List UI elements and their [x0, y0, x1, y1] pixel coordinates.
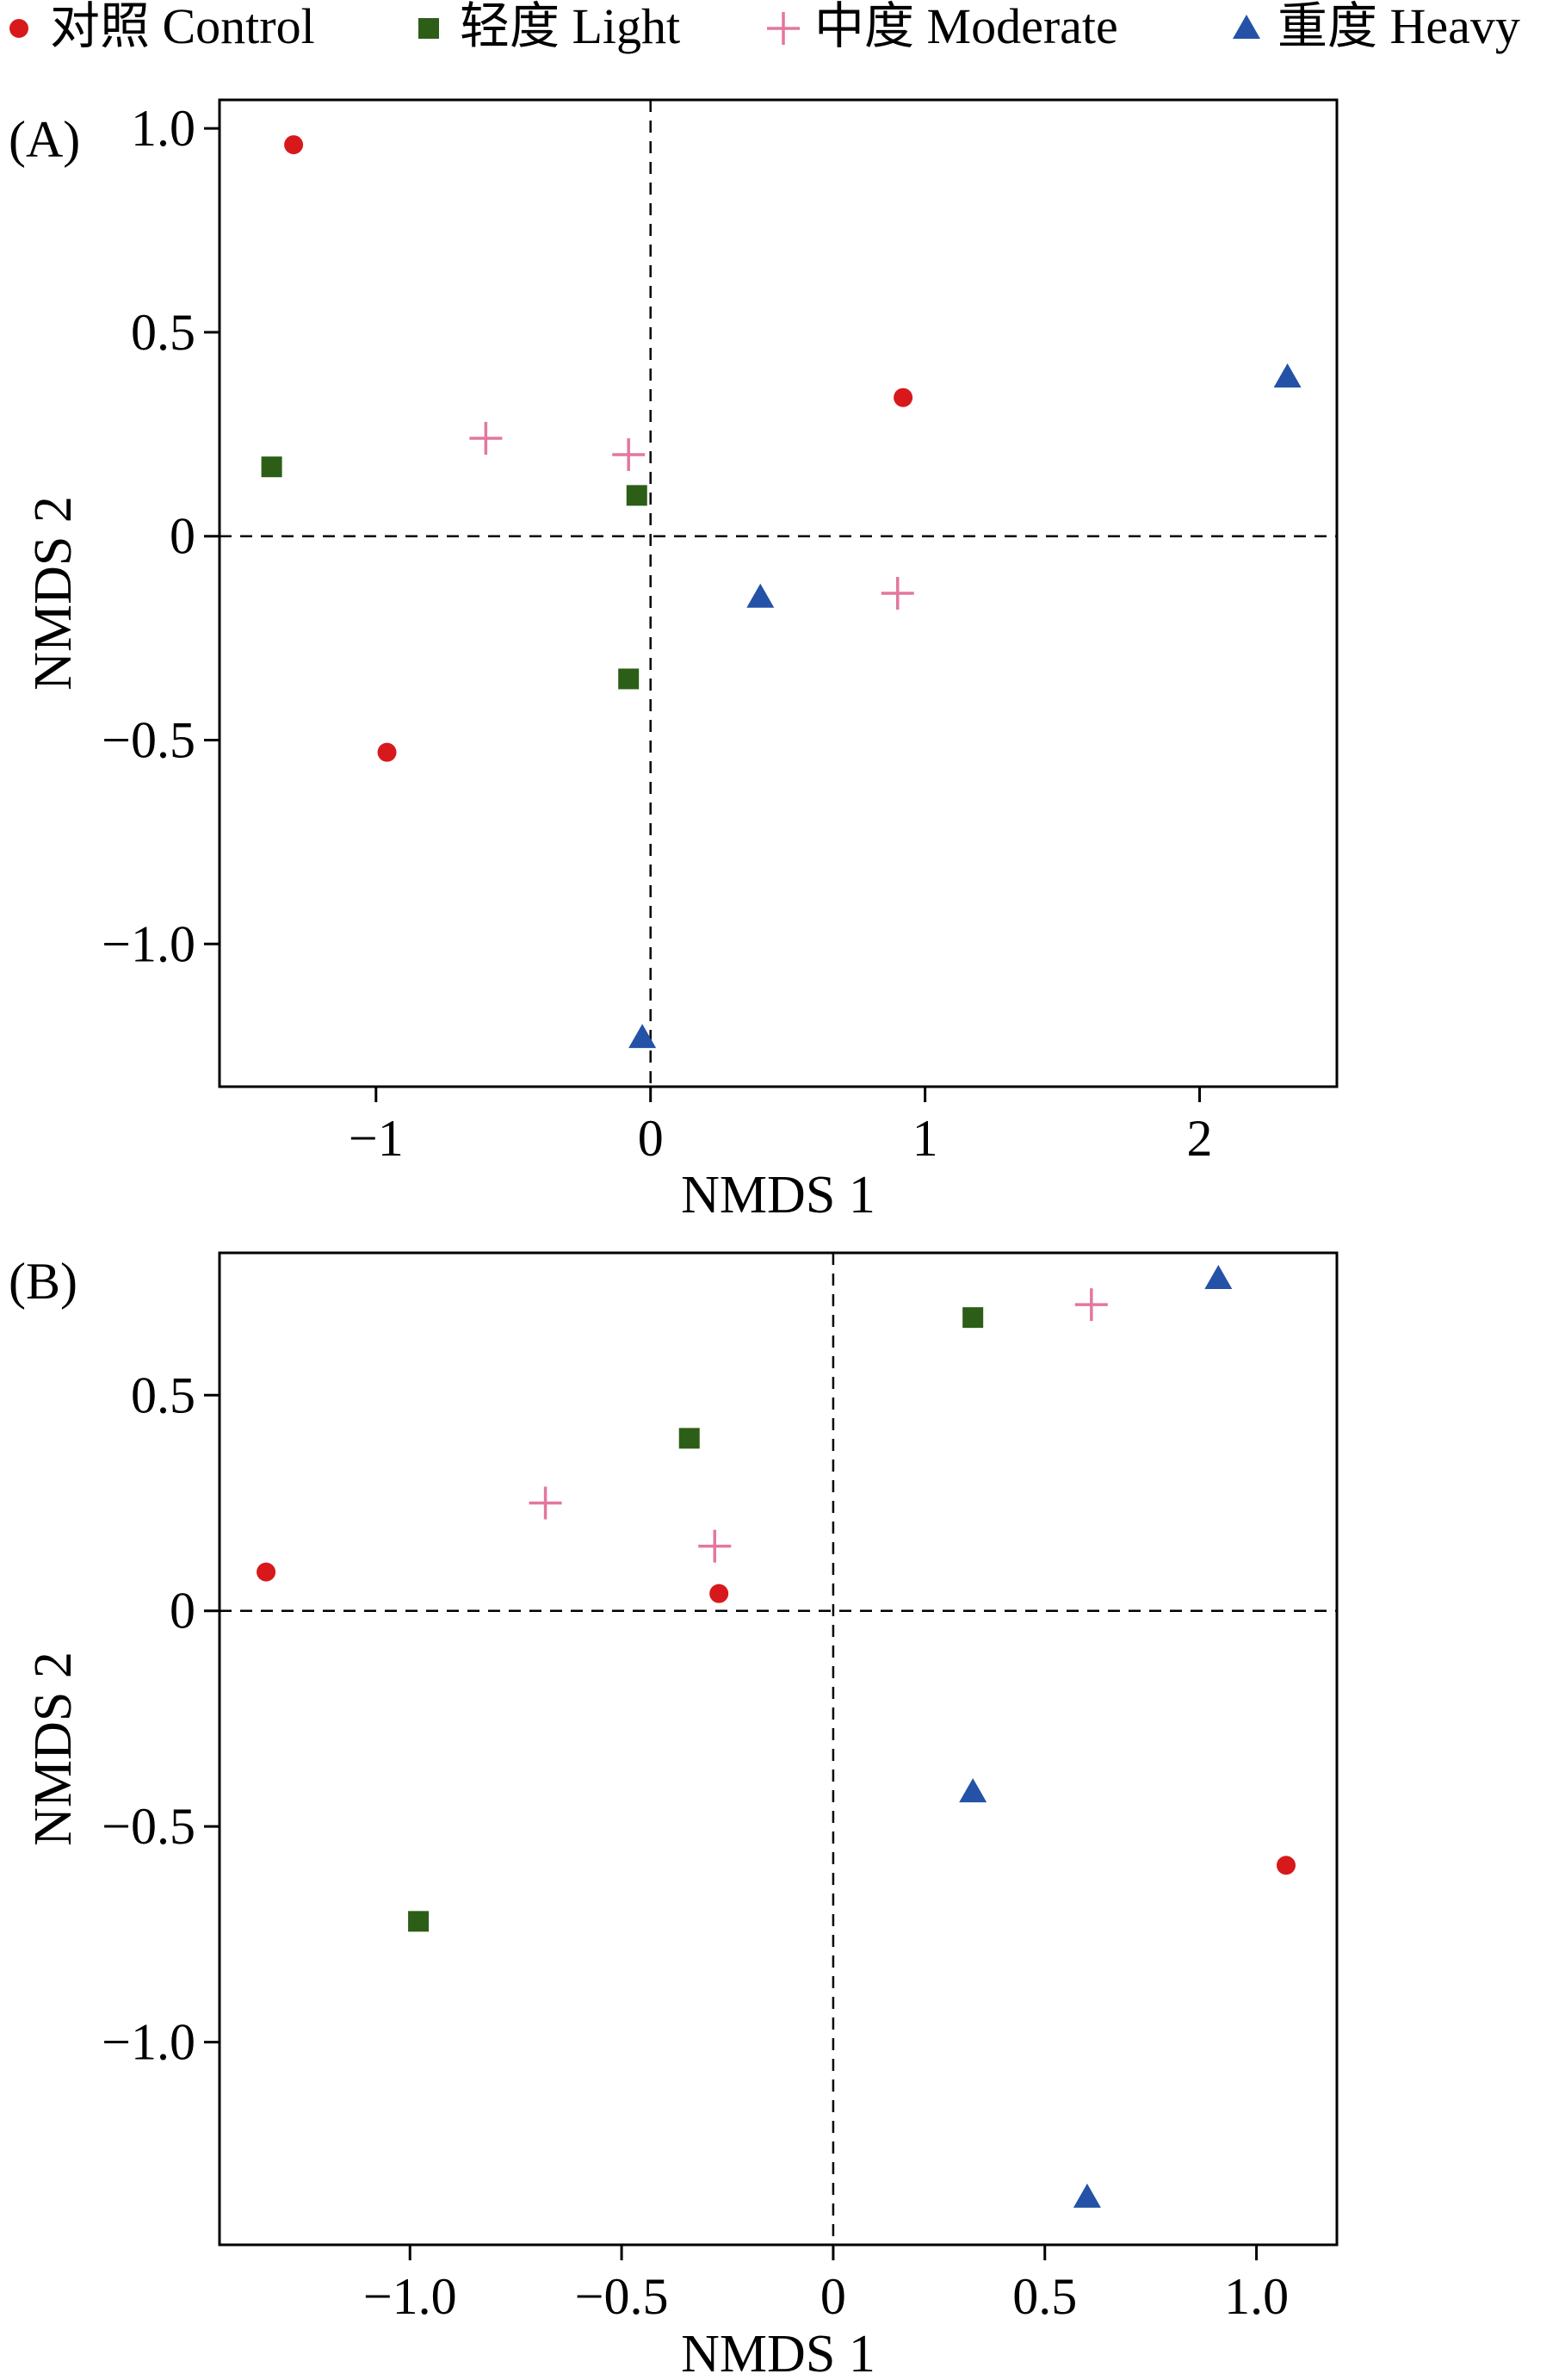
data-point [469, 422, 503, 456]
legend-item-moderate: 中度 Moderate [767, 0, 1118, 54]
data-point [746, 583, 775, 608]
x-axis-label: NMDS 1 [681, 1166, 875, 1224]
x-tick-label: 1.0 [1224, 2268, 1289, 2325]
data-point [257, 1562, 276, 1582]
data-point [709, 1584, 729, 1603]
data-point [261, 456, 282, 478]
panel-label: (A) [9, 111, 80, 168]
y-tick-label: 0 [170, 1583, 195, 1639]
legend-label: 轻度 Light [460, 0, 680, 54]
y-tick-label: 1.0 [131, 100, 195, 157]
legend: 对照 Control 轻度 Light 中度 Moderate 重度 Heavy [9, 0, 1520, 54]
data-point [959, 1778, 987, 1803]
y-axis-label: NMDS 2 [24, 496, 83, 691]
y-tick-label: 0.5 [131, 1367, 195, 1423]
data-point [698, 1529, 732, 1563]
data-point [284, 135, 304, 155]
data-point [529, 1486, 562, 1520]
series-heavy [959, 1265, 1233, 2208]
legend-marker-square [418, 18, 439, 39]
y-tick-label: −1.0 [102, 2014, 195, 2071]
legend-marker-triangle [1233, 15, 1260, 39]
series-light [261, 456, 647, 690]
series-control [257, 1562, 1296, 1875]
y-tick-label: −1.0 [102, 915, 195, 972]
data-point [881, 577, 914, 610]
data-point [894, 387, 913, 407]
series-moderate [529, 1288, 1108, 1563]
data-point [678, 1428, 700, 1449]
x-axis-label: NMDS 1 [681, 2325, 875, 2380]
x-tick-label: −1 [349, 1110, 404, 1167]
data-point [962, 1307, 984, 1329]
plot-frame [218, 1251, 1339, 2247]
legend-item-control: 对照 Control [9, 0, 315, 54]
panel-label: (B) [9, 1253, 77, 1310]
data-point [1273, 363, 1302, 388]
legend-marker-circle [9, 19, 28, 38]
y-axis-label: NMDS 2 [24, 1652, 83, 1846]
data-point [408, 1911, 430, 1932]
data-point [1204, 1265, 1233, 1290]
y-tick-label: 0.5 [131, 304, 195, 361]
panel-b: −1.0 −0.5 0 0.5 1.0 0.5 0 −0.5 −1.0 NMDS 1 NMDS 2 (… [9, 1251, 1339, 2380]
series-heavy [628, 363, 1302, 1049]
data-point [628, 1024, 657, 1049]
data-point [1073, 2183, 1101, 2208]
series-moderate [469, 422, 914, 610]
plot-frame [218, 98, 1339, 1088]
legend-marker-plus [767, 12, 800, 45]
legend-item-light: 轻度 Light [418, 0, 680, 54]
x-tick-label: 1 [912, 1110, 938, 1167]
data-point [612, 437, 646, 471]
data-point [618, 668, 640, 690]
data-point [1074, 1288, 1108, 1322]
series-light [408, 1307, 984, 1932]
legend-label: 中度 Moderate [814, 0, 1118, 54]
x-tick-label: −1.0 [363, 2268, 457, 2325]
panel-a: −1 0 1 2 1.0 0.5 0 −0.5 −1.0 NMDS 1 NMDS 2 (A) [9, 98, 1339, 1224]
data-point [377, 742, 397, 762]
y-tick-label: 0 [170, 508, 195, 565]
series-control [284, 135, 913, 762]
legend-label: 对照 Control [50, 0, 315, 54]
legend-item-heavy: 重度 Heavy [1233, 0, 1520, 54]
x-tick-label: 0 [638, 1110, 664, 1167]
y-tick-label: −0.5 [102, 711, 195, 768]
x-tick-label: 0.5 [1012, 2268, 1077, 2325]
x-tick-label: 2 [1187, 1110, 1213, 1167]
y-tick-label: −0.5 [102, 1798, 195, 1855]
data-point [626, 485, 647, 506]
x-tick-label: 0 [820, 2268, 846, 2325]
x-tick-label: −0.5 [575, 2268, 669, 2325]
legend-label: 重度 Heavy [1277, 0, 1520, 54]
data-point [1277, 1856, 1296, 1875]
